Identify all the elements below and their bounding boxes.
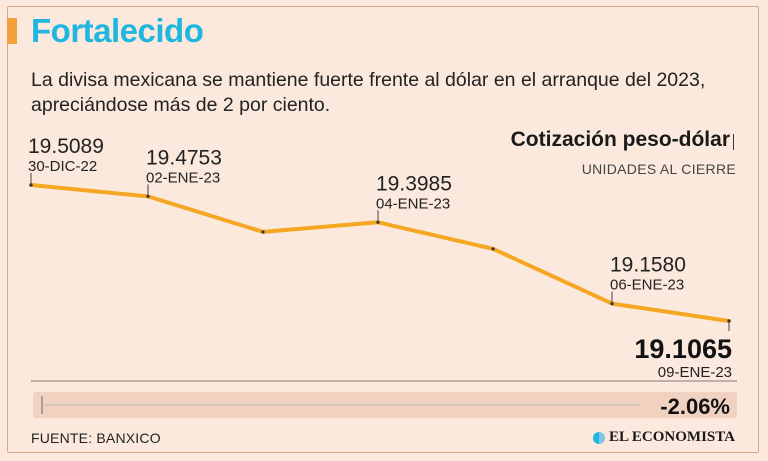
data-date-label: 02-ENE-23 (146, 169, 220, 186)
card-frame (7, 6, 759, 453)
data-value-label: 19.5089 (28, 135, 104, 158)
data-value-label-last: 19.1065 (634, 334, 732, 364)
chart-title-separator (733, 134, 734, 150)
brand-logo: EL ECONOMISTA (593, 429, 735, 446)
data-value-label: 19.1580 (610, 254, 686, 277)
change-percent: -2.06% (660, 394, 730, 419)
brand-icon (593, 431, 605, 444)
title-accent-bar (7, 18, 17, 44)
chart-title: Cotización peso-dólar (510, 128, 730, 151)
page-subtitle: La divisa mexicana se mantiene fuerte fr… (31, 69, 706, 116)
brand-name: EL ECONOMISTA (609, 429, 735, 445)
data-value-label: 19.4753 (146, 146, 222, 169)
data-date-label: 04-ENE-23 (376, 195, 450, 212)
data-point (491, 247, 495, 251)
page-title: Fortalecido (31, 12, 204, 49)
data-value-label: 19.3985 (376, 172, 452, 195)
data-date-label: 30-DIC-22 (28, 158, 97, 175)
chart-unit-label: UNIDADES AL CIERRE (581, 161, 736, 177)
data-point (261, 230, 265, 234)
data-date-label: 06-ENE-23 (610, 277, 684, 294)
data-date-label-last: 09-ENE-23 (658, 364, 732, 381)
source-label: FUENTE: BANXICO (31, 430, 161, 446)
